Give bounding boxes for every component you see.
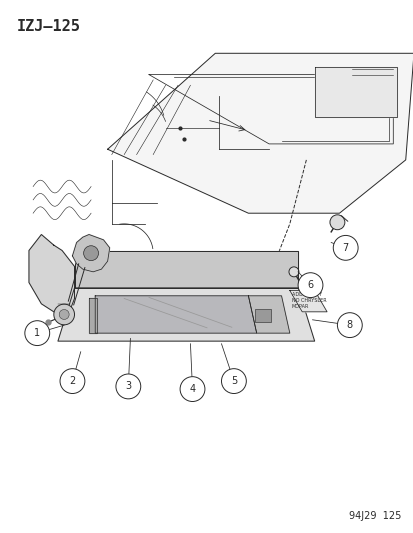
Polygon shape <box>95 296 256 333</box>
Polygon shape <box>89 298 97 333</box>
Polygon shape <box>289 290 326 312</box>
Polygon shape <box>248 296 289 333</box>
Text: 3: 3 <box>125 382 131 391</box>
Text: 6: 6 <box>307 280 313 290</box>
Circle shape <box>25 321 50 345</box>
Polygon shape <box>74 251 297 288</box>
Text: 2: 2 <box>69 376 76 386</box>
FancyBboxPatch shape <box>254 309 271 322</box>
Circle shape <box>332 236 357 260</box>
Circle shape <box>329 215 344 230</box>
Text: IZJ–125: IZJ–125 <box>17 19 80 34</box>
Text: 1: 1 <box>34 328 40 338</box>
Polygon shape <box>314 67 396 117</box>
Text: ADD VANITY
NO CHRYSLER
MOPAR: ADD VANITY NO CHRYSLER MOPAR <box>291 292 326 310</box>
Polygon shape <box>58 288 314 341</box>
Circle shape <box>59 310 69 319</box>
Text: 94J29  125: 94J29 125 <box>348 511 401 521</box>
Text: 7: 7 <box>342 243 348 253</box>
Polygon shape <box>107 53 413 213</box>
Circle shape <box>60 369 85 393</box>
Polygon shape <box>29 235 74 314</box>
Circle shape <box>297 273 322 297</box>
Circle shape <box>180 377 204 401</box>
Circle shape <box>54 304 74 325</box>
Circle shape <box>83 246 98 261</box>
Circle shape <box>337 313 361 337</box>
Text: 4: 4 <box>189 384 195 394</box>
Circle shape <box>116 374 140 399</box>
Text: 5: 5 <box>230 376 237 386</box>
Circle shape <box>221 369 246 393</box>
Circle shape <box>288 267 298 277</box>
Polygon shape <box>72 235 109 272</box>
Text: 8: 8 <box>346 320 352 330</box>
